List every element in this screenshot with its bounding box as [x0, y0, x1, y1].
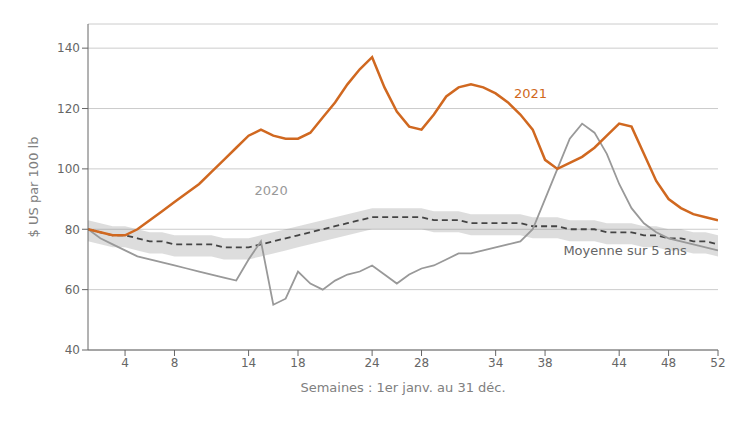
svg-text:44: 44	[612, 356, 627, 370]
svg-text:14: 14	[241, 356, 256, 370]
svg-text:28: 28	[414, 356, 429, 370]
svg-text:2021: 2021	[514, 86, 547, 101]
svg-text:140: 140	[57, 41, 80, 55]
svg-text:$ US par 100 lb: $ US par 100 lb	[26, 137, 41, 238]
svg-text:18: 18	[290, 356, 305, 370]
svg-text:8: 8	[171, 356, 179, 370]
svg-text:34: 34	[488, 356, 503, 370]
svg-text:52: 52	[710, 356, 725, 370]
svg-text:4: 4	[121, 356, 129, 370]
svg-text:Semaines : 1er janv. au 31 déc: Semaines : 1er janv. au 31 déc.	[300, 380, 505, 395]
svg-text:100: 100	[57, 162, 80, 176]
svg-text:38: 38	[537, 356, 552, 370]
svg-text:Moyenne sur 5 ans: Moyenne sur 5 ans	[563, 243, 687, 258]
svg-text:80: 80	[65, 223, 80, 237]
svg-text:120: 120	[57, 102, 80, 116]
svg-text:40: 40	[65, 343, 80, 357]
svg-text:60: 60	[65, 283, 80, 297]
svg-text:48: 48	[661, 356, 676, 370]
svg-text:24: 24	[364, 356, 379, 370]
svg-text:2020: 2020	[255, 183, 288, 198]
